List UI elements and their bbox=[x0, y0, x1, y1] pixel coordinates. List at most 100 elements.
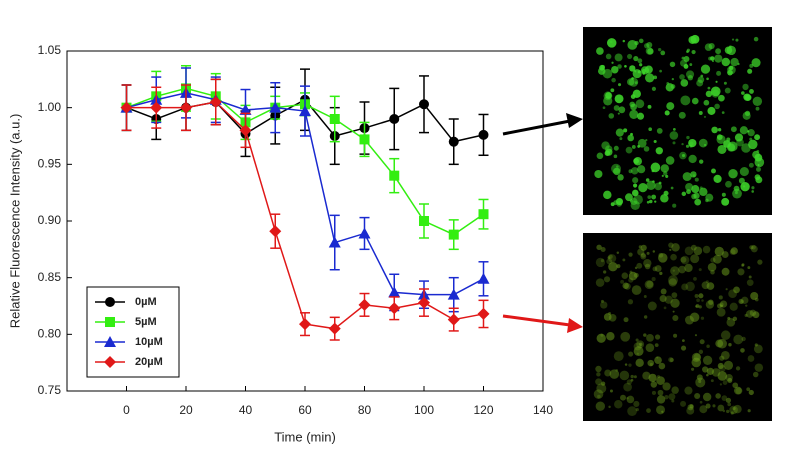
texture bbox=[645, 178, 650, 182]
texture bbox=[726, 318, 736, 327]
texture bbox=[698, 305, 702, 309]
texture bbox=[689, 63, 693, 67]
texture bbox=[699, 159, 704, 164]
texture bbox=[669, 61, 676, 68]
texture bbox=[724, 87, 731, 94]
texture bbox=[636, 352, 639, 356]
texture bbox=[733, 185, 740, 192]
texture bbox=[646, 180, 656, 191]
texture bbox=[718, 365, 726, 373]
marker bbox=[104, 336, 116, 347]
texture bbox=[715, 48, 722, 55]
texture bbox=[672, 310, 675, 313]
texture bbox=[700, 64, 711, 74]
texture bbox=[706, 344, 710, 348]
texture bbox=[628, 77, 639, 87]
texture bbox=[606, 258, 613, 265]
texture bbox=[701, 281, 710, 290]
texture bbox=[670, 84, 676, 89]
texture bbox=[727, 65, 736, 75]
texture bbox=[717, 371, 728, 381]
texture bbox=[603, 270, 607, 274]
texture bbox=[610, 202, 615, 207]
x-tick-label: 60 bbox=[298, 403, 312, 417]
texture bbox=[614, 94, 624, 104]
texture bbox=[619, 370, 630, 381]
texture bbox=[681, 142, 684, 146]
texture bbox=[628, 363, 632, 367]
texture bbox=[660, 194, 669, 203]
x-tick-label: 0 bbox=[123, 403, 130, 417]
texture bbox=[651, 194, 657, 200]
texture bbox=[646, 408, 651, 413]
texture bbox=[633, 375, 637, 379]
y-tick-label: 1.00 bbox=[38, 100, 62, 114]
texture bbox=[656, 128, 663, 134]
texture bbox=[670, 253, 677, 261]
texture bbox=[678, 265, 686, 274]
texture bbox=[643, 295, 647, 298]
texture bbox=[616, 165, 619, 168]
texture bbox=[614, 400, 623, 409]
texture bbox=[620, 394, 627, 401]
texture bbox=[618, 83, 622, 87]
texture bbox=[633, 158, 640, 164]
arrow-head bbox=[566, 113, 583, 128]
texture bbox=[728, 289, 737, 299]
texture bbox=[678, 111, 686, 119]
texture bbox=[627, 78, 635, 86]
texture bbox=[659, 69, 662, 73]
texture bbox=[671, 399, 675, 403]
texture bbox=[749, 137, 753, 141]
texture bbox=[668, 242, 674, 248]
marker bbox=[358, 227, 371, 239]
texture bbox=[711, 126, 718, 134]
texture bbox=[656, 376, 665, 385]
texture bbox=[742, 83, 749, 91]
texture bbox=[738, 177, 745, 184]
texture bbox=[659, 271, 663, 276]
texture bbox=[647, 359, 654, 367]
texture bbox=[730, 411, 734, 415]
texture bbox=[687, 404, 694, 411]
texture bbox=[679, 74, 685, 80]
texture bbox=[638, 38, 644, 44]
texture bbox=[609, 369, 620, 379]
texture bbox=[609, 389, 613, 393]
texture bbox=[733, 404, 742, 414]
texture bbox=[707, 262, 717, 272]
texture bbox=[639, 63, 643, 67]
texture bbox=[746, 387, 751, 392]
texture bbox=[640, 252, 646, 258]
texture bbox=[640, 253, 647, 260]
texture bbox=[593, 389, 604, 399]
texture bbox=[737, 268, 745, 276]
texture bbox=[696, 374, 703, 381]
texture bbox=[672, 269, 676, 272]
texture bbox=[663, 306, 667, 310]
texture bbox=[696, 298, 700, 303]
texture bbox=[732, 406, 736, 411]
texture bbox=[711, 168, 716, 174]
texture bbox=[654, 182, 662, 191]
marker bbox=[239, 124, 252, 137]
texture bbox=[649, 362, 653, 366]
texture bbox=[749, 88, 754, 94]
texture bbox=[650, 381, 658, 388]
texture bbox=[717, 144, 727, 155]
texture bbox=[698, 349, 704, 355]
texture bbox=[725, 397, 732, 403]
texture bbox=[694, 293, 699, 298]
texture bbox=[654, 356, 662, 364]
texture bbox=[691, 357, 702, 368]
texture bbox=[638, 183, 648, 193]
texture bbox=[608, 113, 615, 119]
texture bbox=[721, 267, 730, 276]
texture bbox=[747, 355, 755, 362]
texture bbox=[717, 338, 727, 349]
texture bbox=[702, 355, 713, 366]
texture bbox=[600, 259, 605, 263]
texture bbox=[628, 271, 638, 281]
texture bbox=[647, 104, 652, 109]
texture bbox=[721, 57, 731, 67]
